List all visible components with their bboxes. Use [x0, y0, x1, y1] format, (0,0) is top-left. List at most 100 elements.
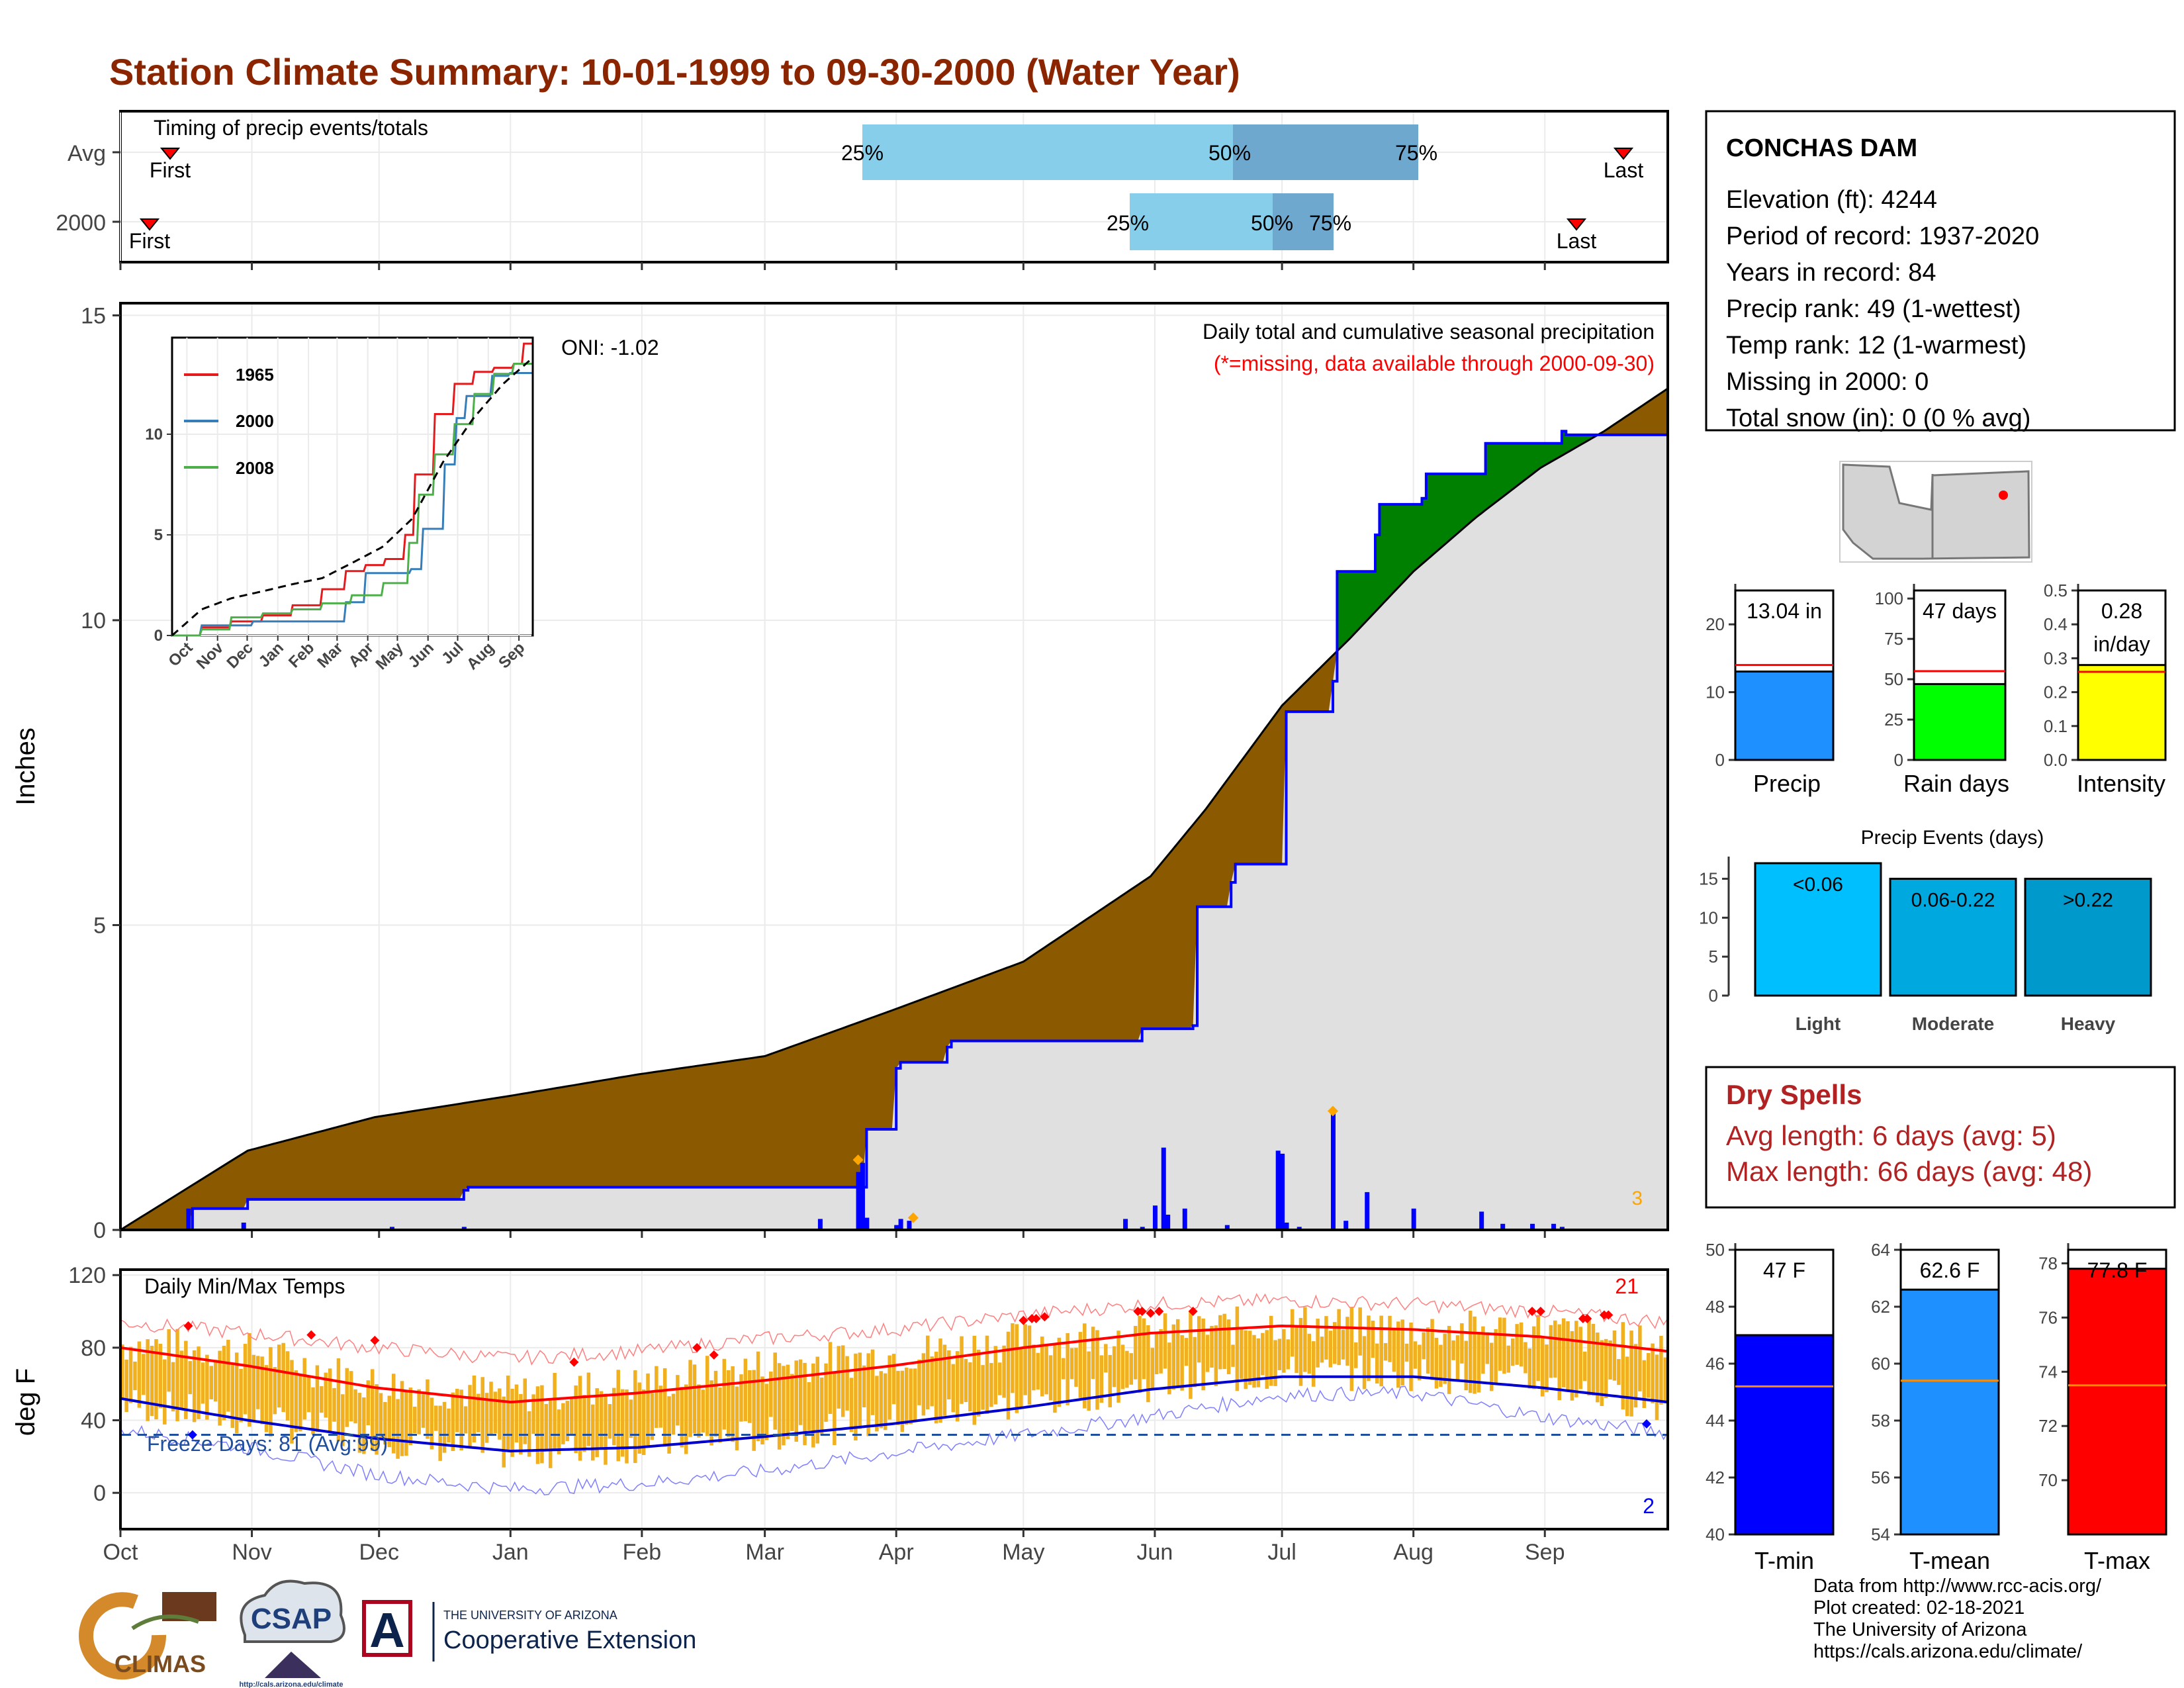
daily-temp-bar: [222, 1345, 226, 1421]
inset-y-tick-label: 0: [154, 627, 163, 645]
daily-temp-bar: [362, 1397, 366, 1454]
daily-temp-bar: [1540, 1338, 1545, 1397]
temp-t-min-y-tick-label: 48: [1706, 1297, 1725, 1317]
daily-temp-bar: [1430, 1319, 1434, 1380]
daily-temp-bar: [477, 1393, 480, 1432]
daily-temp-bar: [1040, 1336, 1044, 1397]
daily-temp-bar: [1062, 1358, 1066, 1380]
daily-temp-bar: [1638, 1325, 1642, 1391]
daily-temp-bar: [557, 1409, 561, 1454]
daily-temp-bar: [1210, 1325, 1214, 1368]
daily-temp-bar: [608, 1404, 612, 1439]
daily-temp-bar: [163, 1359, 167, 1425]
climas-swirl-icon: [79, 1592, 167, 1680]
daily-temp-bar: [697, 1384, 701, 1438]
daily-temp-bar: [1277, 1338, 1282, 1370]
month-tick-label: Aug: [1393, 1540, 1433, 1565]
temp-panel-frame: [119, 1268, 1669, 1530]
daily-temp-bar: [1651, 1343, 1655, 1403]
daily-temp-bar: [951, 1364, 955, 1413]
daily-temp-bar: [1057, 1337, 1062, 1407]
daily-temp-bar: [1591, 1323, 1596, 1396]
avg-max-line: [120, 1324, 1668, 1404]
record-min-line: [120, 1385, 1668, 1495]
record-max-line: [120, 1293, 1668, 1366]
daily-temp-bar: [1324, 1316, 1328, 1360]
precip-events-chart: Precip Events (days) 0 5 10 15 <0.06 Light 0.0…: [1699, 827, 2152, 1034]
daily-temp-bar: [1256, 1338, 1261, 1387]
precip-panel-frame: [119, 302, 1669, 1231]
precip-panel-subtitle: (*=missing, data available through 2000-…: [1214, 352, 1655, 375]
station-precip-rank: Precip rank: 49 (1-wettest): [1726, 295, 2021, 323]
station-years: Years in record: 84: [1726, 259, 1936, 287]
daily-temp-bar: [1027, 1325, 1032, 1405]
temp-t-mean-y-tick-label: 60: [1871, 1354, 1890, 1374]
daily-temp-bar: [1189, 1312, 1193, 1399]
daily-temp-bar: [887, 1355, 891, 1420]
temp-t-mean-bar: [1899, 1288, 2000, 1536]
daily-temp-bar: [302, 1358, 306, 1420]
month-tick-label: Jan: [492, 1540, 529, 1565]
record-high-marker: [1146, 1308, 1156, 1318]
daily-temp-bar: [718, 1387, 722, 1443]
daily-temp-bar: [353, 1389, 357, 1424]
daily-temp-bar: [1349, 1307, 1354, 1391]
daily-temp-bar: [1078, 1332, 1083, 1398]
precip-y-tick-label: 0: [1715, 750, 1725, 770]
climas-logo: CLIMAS: [79, 1592, 216, 1680]
temp-y-tick-label: 40: [81, 1409, 106, 1434]
daily-temp-bar: [1074, 1348, 1078, 1387]
daily-temp-bar: [218, 1350, 222, 1426]
record-high-count: 21: [1615, 1274, 1639, 1298]
daily-temp-bar: [1087, 1351, 1091, 1411]
rain-days-bar: [1913, 682, 2007, 761]
daily-temp-bar: [184, 1340, 188, 1419]
csap-wordmark: CSAP: [251, 1603, 332, 1635]
daily-temp-bar: [709, 1380, 713, 1446]
daily-temp-bar: [676, 1375, 680, 1426]
daily-temp-bar: [137, 1341, 142, 1408]
daily-temp-bar: [1524, 1342, 1527, 1374]
precip-panel: 0 5 10 15 Inches Daily total and cumulative…: [11, 302, 1669, 1243]
daily-temp-bar: [1557, 1324, 1561, 1401]
daily-precip-bar: [898, 1219, 903, 1230]
daily-temp-bar: [1392, 1329, 1396, 1372]
daily-temp-bar: [807, 1382, 811, 1430]
daily-temp-bar: [1248, 1331, 1252, 1385]
timing-avg-last: Last: [1604, 158, 1644, 182]
daily-temp-bar: [938, 1338, 942, 1423]
daily-temp-bar: [616, 1370, 620, 1462]
daily-precip-bar: [1161, 1147, 1166, 1230]
daily-temp-bar: [277, 1344, 281, 1408]
daily-temp-bar: [1032, 1344, 1036, 1391]
extreme-precip-count: 3: [1631, 1188, 1643, 1209]
daily-temp-bar: [544, 1403, 549, 1450]
daily-temp-bar: [1561, 1318, 1566, 1387]
precip-events-title: Precip Events (days): [1861, 827, 2044, 849]
daily-temp-bar: [179, 1350, 184, 1409]
avg-cumulative-line: [120, 387, 1668, 1231]
daily-temp-bar: [451, 1392, 455, 1452]
daily-temp-bar: [1494, 1329, 1498, 1383]
daily-temp-bar: [989, 1362, 993, 1407]
daily-temp-bar: [680, 1387, 684, 1448]
daily-precip-bar: [1500, 1223, 1506, 1230]
daily-temp-bar: [833, 1373, 837, 1446]
daily-temp-bar: [408, 1387, 413, 1446]
station-snow: Total snow (in): 0 (0 % avg): [1726, 404, 2030, 432]
daily-temp-bar: [1367, 1315, 1371, 1382]
timing-2000-first: First: [129, 229, 170, 253]
daily-temp-bar: [756, 1351, 760, 1442]
intensity-bar: [2077, 664, 2167, 761]
daily-temp-bar: [981, 1365, 985, 1410]
daily-precip-bar: [1365, 1192, 1370, 1230]
daily-temp-bar: [124, 1359, 128, 1413]
daily-temp-bar: [1404, 1343, 1409, 1362]
daily-temp-bar: [1231, 1344, 1235, 1367]
daily-temp-bar: [1099, 1355, 1104, 1403]
daily-temp-bar: [692, 1364, 697, 1434]
timing-avg-25-50-bar: [862, 124, 1233, 180]
daily-temp-bar: [1163, 1313, 1167, 1369]
daily-temp-bar: [146, 1339, 150, 1421]
daily-temp-bar: [1303, 1307, 1307, 1372]
